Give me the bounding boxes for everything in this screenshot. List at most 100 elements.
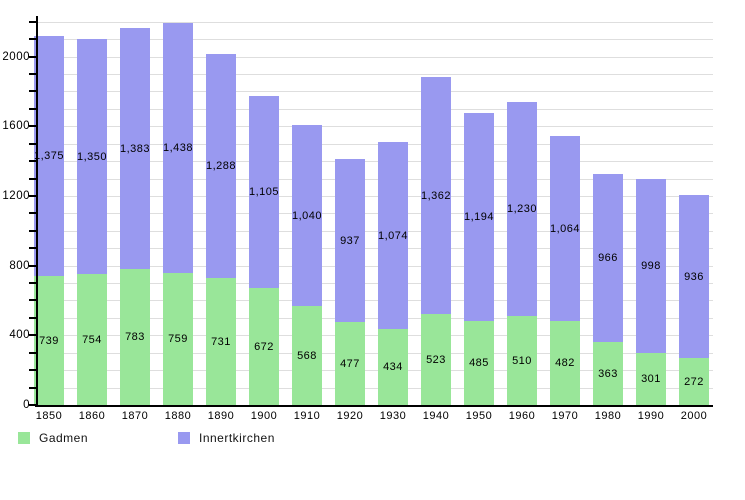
- bar-segment-innertkirchen: [335, 159, 365, 322]
- bar-segment-gadmen: [335, 322, 365, 405]
- value-label-innertkirchen: 1,350: [76, 151, 108, 163]
- bar-segment-gadmen: [378, 329, 408, 405]
- gridline: [38, 126, 713, 127]
- x-axis-label: 1990: [637, 410, 665, 422]
- gridline: [38, 91, 713, 92]
- value-label-gadmen: 731: [211, 336, 231, 348]
- x-axis-label: 1920: [336, 410, 364, 422]
- y-axis-tick: [29, 90, 36, 92]
- bar-group-1910: [292, 125, 322, 405]
- gridline: [38, 213, 713, 214]
- bar-segment-innertkirchen: [292, 125, 322, 306]
- gridline: [38, 57, 713, 58]
- y-axis-tick: [29, 404, 36, 406]
- legend-swatch-innertkirchen-icon: [178, 432, 190, 444]
- y-axis-tick: [29, 73, 36, 75]
- legend-label-innertkirchen: Innertkirchen: [199, 431, 275, 445]
- value-label-gadmen: 672: [254, 341, 274, 353]
- y-axis-tick: [29, 125, 36, 127]
- value-label-gadmen: 759: [168, 333, 188, 345]
- bar-segment-gadmen: [206, 278, 236, 405]
- y-axis-tick: [29, 282, 36, 284]
- gridline: [38, 353, 713, 354]
- value-label-gadmen: 477: [340, 358, 360, 370]
- value-label-gadmen: 783: [125, 331, 145, 343]
- x-axis-label: 1950: [465, 410, 493, 422]
- x-axis-label: 1940: [422, 410, 450, 422]
- value-label-innertkirchen: 998: [641, 260, 661, 272]
- bar-segment-gadmen: [249, 288, 279, 405]
- bar-segment-innertkirchen: [421, 77, 451, 314]
- y-axis-tick: [29, 195, 36, 197]
- bar-segment-gadmen: [464, 321, 494, 405]
- value-label-gadmen: 482: [555, 357, 575, 369]
- gridline: [38, 196, 713, 197]
- y-axis-tick: [29, 317, 36, 319]
- y-axis-tick-label: 1600: [2, 120, 30, 132]
- x-axis-label: 1960: [508, 410, 536, 422]
- value-label-gadmen: 523: [426, 354, 446, 366]
- y-axis-tick: [29, 56, 36, 58]
- bar-segment-innertkirchen: [34, 36, 64, 276]
- value-label-innertkirchen: 937: [340, 235, 360, 247]
- gridline: [38, 144, 713, 145]
- bar-group-1960: [507, 102, 537, 405]
- bar-segment-gadmen: [550, 321, 580, 405]
- y-axis-tick: [29, 265, 36, 267]
- y-axis-tick: [29, 334, 36, 336]
- value-label-innertkirchen: 966: [598, 252, 618, 264]
- gridline: [38, 109, 713, 110]
- y-axis-tick: [29, 160, 36, 162]
- value-label-gadmen: 754: [82, 334, 102, 346]
- y-axis-tick-label: 2000: [2, 51, 30, 63]
- value-label-innertkirchen: 1,375: [33, 150, 65, 162]
- gridline: [38, 388, 713, 389]
- y-axis-tick: [29, 369, 36, 371]
- value-label-gadmen: 568: [297, 350, 317, 362]
- y-axis-line: [36, 16, 38, 407]
- y-axis-tick-label: 800: [9, 260, 30, 272]
- gridline: [38, 231, 713, 232]
- value-label-innertkirchen: 1,040: [291, 210, 323, 222]
- value-label-innertkirchen: 1,105: [248, 186, 280, 198]
- bar-segment-gadmen: [421, 314, 451, 405]
- y-axis-tick: [29, 299, 36, 301]
- value-label-innertkirchen: 1,074: [377, 230, 409, 242]
- bar-segment-innertkirchen: [249, 96, 279, 288]
- value-label-innertkirchen: 1,383: [119, 143, 151, 155]
- bar-segment-gadmen: [77, 274, 107, 405]
- value-label-gadmen: 485: [469, 357, 489, 369]
- value-label-gadmen: 510: [512, 355, 532, 367]
- bar-segment-gadmen: [34, 276, 64, 405]
- bar-group-1970: [550, 136, 580, 405]
- value-label-gadmen: 739: [39, 335, 59, 347]
- bar-group-1980: [593, 174, 623, 405]
- value-label-innertkirchen: 936: [684, 271, 704, 283]
- y-axis-tick: [29, 143, 36, 145]
- bar-segment-innertkirchen: [550, 136, 580, 321]
- bar-segment-innertkirchen: [120, 28, 150, 269]
- bar-segment-innertkirchen: [636, 179, 666, 353]
- bar-segment-innertkirchen: [77, 39, 107, 274]
- value-label-innertkirchen: 1,438: [162, 142, 194, 154]
- value-label-innertkirchen: 1,288: [205, 160, 237, 172]
- y-axis-tick: [29, 387, 36, 389]
- bar-group-1940: [421, 77, 451, 405]
- x-axis-label: 1900: [250, 410, 278, 422]
- y-axis-tick-label: 0: [23, 399, 30, 411]
- x-axis-label: 1850: [35, 410, 63, 422]
- bar-segment-gadmen: [120, 269, 150, 405]
- gridline: [38, 161, 713, 162]
- legend-label-gadmen: Gadmen: [39, 431, 89, 445]
- value-label-innertkirchen: 1,230: [506, 203, 538, 215]
- bar-segment-innertkirchen: [507, 102, 537, 316]
- bar-segment-gadmen: [679, 358, 709, 405]
- x-axis-label: 1910: [293, 410, 321, 422]
- bar-group-1950: [464, 113, 494, 405]
- x-axis-label: 1870: [121, 410, 149, 422]
- x-axis-label: 1880: [164, 410, 192, 422]
- gridline: [38, 22, 713, 23]
- value-label-gadmen: 301: [641, 373, 661, 385]
- gridline: [38, 318, 713, 319]
